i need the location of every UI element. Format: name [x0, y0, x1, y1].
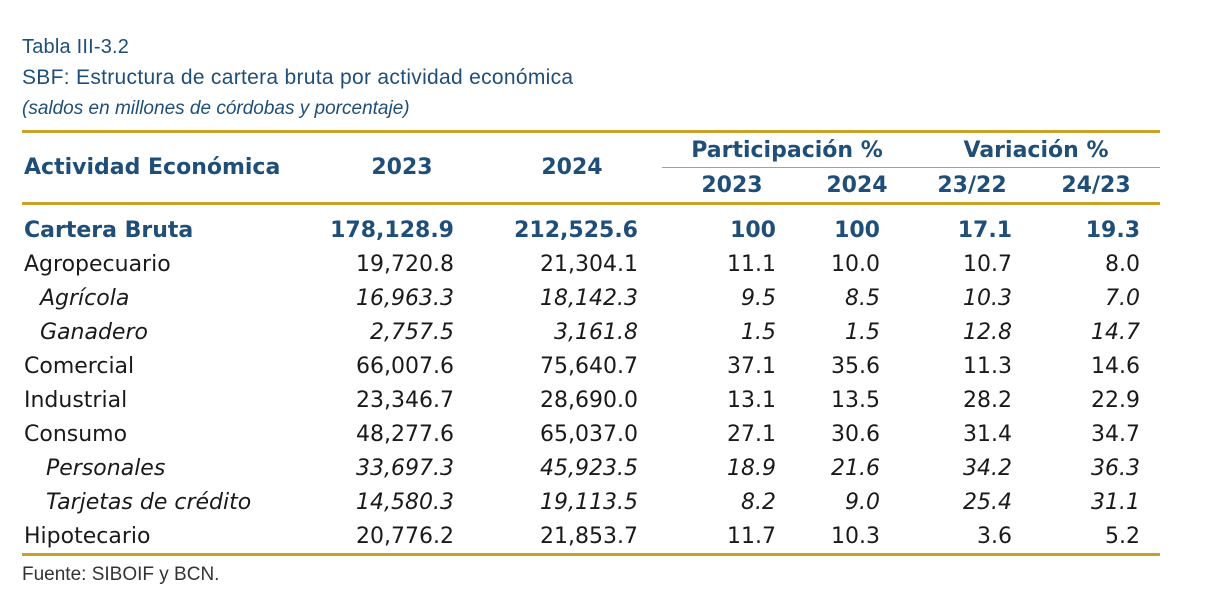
table-row-industrial: Industrial 23,346.7 28,690.0 13.1 13.5 2…	[22, 383, 1160, 417]
header-year-2024: 2024	[482, 130, 662, 205]
cell-variacion-24-23: 7.0	[1105, 285, 1140, 311]
cell-participacion-2023: 13.1	[727, 387, 776, 413]
cell-variacion-23-22: 28.2	[963, 387, 1012, 413]
cell-participacion-2023: 11.7	[662, 519, 802, 556]
cell-variacion-23-22: 11.3	[963, 353, 1012, 379]
row-label: Hipotecario	[22, 519, 322, 556]
cell-saldo-2023: 16,963.3	[356, 285, 454, 311]
table-subtitle: (saldos en millones de córdobas y porcen…	[22, 98, 410, 119]
cell-variacion-24-23: 34.7	[1091, 421, 1140, 447]
row-label: Tarjetas de crédito	[46, 489, 252, 515]
row-label: Agropecuario	[24, 251, 171, 277]
table-row-consumo: Consumo 48,277.6 65,037.0 27.1 30.6 31.4…	[22, 417, 1160, 451]
cell-variacion-23-22: 3.6	[912, 519, 1032, 556]
cell-saldo-2023: 2,757.5	[370, 319, 454, 345]
row-label: Cartera Bruta	[24, 217, 194, 243]
cell-participacion-2023: 9.5	[741, 285, 776, 311]
table-row-cartera-bruta: Cartera Bruta 178,128.9 212,525.6 100 10…	[22, 204, 1160, 248]
header-activity: Actividad Económica	[22, 130, 322, 205]
table-row-ganadero: Ganadero 2,757.5 3,161.8 1.5 1.5 12.8 14…	[22, 315, 1160, 349]
table-row-agropecuario: Agropecuario 19,720.8 21,304.1 11.1 10.0…	[22, 247, 1160, 281]
cell-variacion-23-22: 10.7	[963, 251, 1012, 277]
cell-saldo-2023: 33,697.3	[356, 455, 454, 481]
table-source: Fuente: SIBOIF y BCN.	[22, 564, 220, 585]
cell-saldo-2023: 48,277.6	[356, 421, 454, 447]
table-header: Actividad Económica 2023 2024 Participac…	[22, 130, 1160, 205]
cell-participacion-2024: 35.6	[831, 353, 880, 379]
cell-saldo-2024: 75,640.7	[540, 353, 638, 379]
cell-variacion-23-22: 17.1	[957, 217, 1012, 243]
cell-saldo-2023: 66,007.6	[356, 353, 454, 379]
cell-participacion-2023: 8.2	[741, 489, 776, 515]
header-variacion-23-22: 23/22	[912, 167, 1032, 205]
cell-variacion-24-23: 14.7	[1091, 319, 1140, 345]
cell-variacion-24-23: 14.6	[1091, 353, 1140, 379]
cell-participacion-2023: 37.1	[727, 353, 776, 379]
cell-saldo-2024: 45,923.5	[540, 455, 638, 481]
cell-saldo-2023: 20,776.2	[322, 519, 482, 556]
cell-participacion-2023: 100	[730, 217, 776, 243]
cell-variacion-23-22: 34.2	[963, 455, 1012, 481]
row-label: Ganadero	[40, 319, 148, 345]
cell-saldo-2023: 19,720.8	[356, 251, 454, 277]
cell-participacion-2024: 13.5	[831, 387, 880, 413]
table-row-tarjetas-de-credito: Tarjetas de crédito 14,580.3 19,113.5 8.…	[22, 485, 1160, 519]
cell-variacion-24-23: 19.3	[1085, 217, 1140, 243]
table-body: Cartera Bruta 178,128.9 212,525.6 100 10…	[22, 204, 1160, 556]
cell-participacion-2023: 11.1	[727, 251, 776, 277]
cell-participacion-2024: 10.3	[802, 519, 912, 556]
cell-variacion-23-22: 10.3	[963, 285, 1012, 311]
table-row-comercial: Comercial 66,007.6 75,640.7 37.1 35.6 11…	[22, 349, 1160, 383]
cell-saldo-2024: 3,161.8	[554, 319, 638, 345]
cell-saldo-2024: 19,113.5	[540, 489, 638, 515]
data-table: Actividad Económica 2023 2024 Participac…	[22, 130, 1160, 556]
table-row-hipotecario: Hipotecario 20,776.2 21,853.7 11.7 10.3 …	[22, 519, 1160, 556]
cell-participacion-2024: 1.5	[845, 319, 880, 345]
cell-saldo-2024: 65,037.0	[540, 421, 638, 447]
header-variacion: Variación %	[912, 130, 1160, 168]
table-caption: Tabla III-3.2	[22, 36, 130, 58]
cell-saldo-2024: 21,853.7	[482, 519, 662, 556]
cell-participacion-2024: 10.0	[831, 251, 880, 277]
cell-participacion-2023: 18.9	[727, 455, 776, 481]
cell-participacion-2024: 9.0	[845, 489, 880, 515]
cell-saldo-2024: 21,304.1	[540, 251, 638, 277]
cell-participacion-2023: 1.5	[741, 319, 776, 345]
row-label: Personales	[46, 455, 166, 481]
cell-participacion-2024: 100	[834, 217, 880, 243]
table-row-agricola: Agrícola 16,963.3 18,142.3 9.5 8.5 10.3 …	[22, 281, 1160, 315]
cell-variacion-24-23: 36.3	[1091, 455, 1140, 481]
cell-variacion-23-22: 25.4	[963, 489, 1012, 515]
cell-saldo-2024: 18,142.3	[540, 285, 638, 311]
cell-variacion-24-23: 31.1	[1091, 489, 1140, 515]
table-title: SBF: Estructura de cartera bruta por act…	[22, 66, 574, 89]
row-label: Comercial	[24, 353, 135, 379]
row-label: Industrial	[24, 387, 128, 413]
cell-variacion-24-23: 8.0	[1105, 251, 1140, 277]
table-row-personales: Personales 33,697.3 45,923.5 18.9 21.6 3…	[22, 451, 1160, 485]
header-participacion: Participación %	[662, 130, 912, 168]
cell-participacion-2024: 8.5	[845, 285, 880, 311]
cell-participacion-2024: 21.6	[831, 455, 880, 481]
cell-saldo-2023: 23,346.7	[356, 387, 454, 413]
cell-saldo-2024: 28,690.0	[540, 387, 638, 413]
header-year-2023: 2023	[322, 130, 482, 205]
cell-saldo-2023: 14,580.3	[356, 489, 454, 515]
cell-variacion-24-23: 22.9	[1091, 387, 1140, 413]
cell-variacion-23-22: 31.4	[963, 421, 1012, 447]
cell-saldo-2024: 212,525.6	[514, 217, 638, 243]
cell-participacion-2024: 30.6	[831, 421, 880, 447]
header-participacion-2023: 2023	[662, 167, 802, 205]
cell-variacion-23-22: 12.8	[963, 319, 1012, 345]
row-label: Consumo	[24, 421, 128, 447]
cell-variacion-24-23: 5.2	[1032, 519, 1160, 556]
cell-saldo-2023: 178,128.9	[330, 217, 454, 243]
header-variacion-24-23: 24/23	[1032, 167, 1160, 205]
row-label: Agrícola	[40, 285, 130, 311]
cell-participacion-2023: 27.1	[727, 421, 776, 447]
header-participacion-2024: 2024	[802, 167, 912, 205]
table-container: Tabla III-3.2 SBF: Estructura de cartera…	[22, 32, 1160, 588]
